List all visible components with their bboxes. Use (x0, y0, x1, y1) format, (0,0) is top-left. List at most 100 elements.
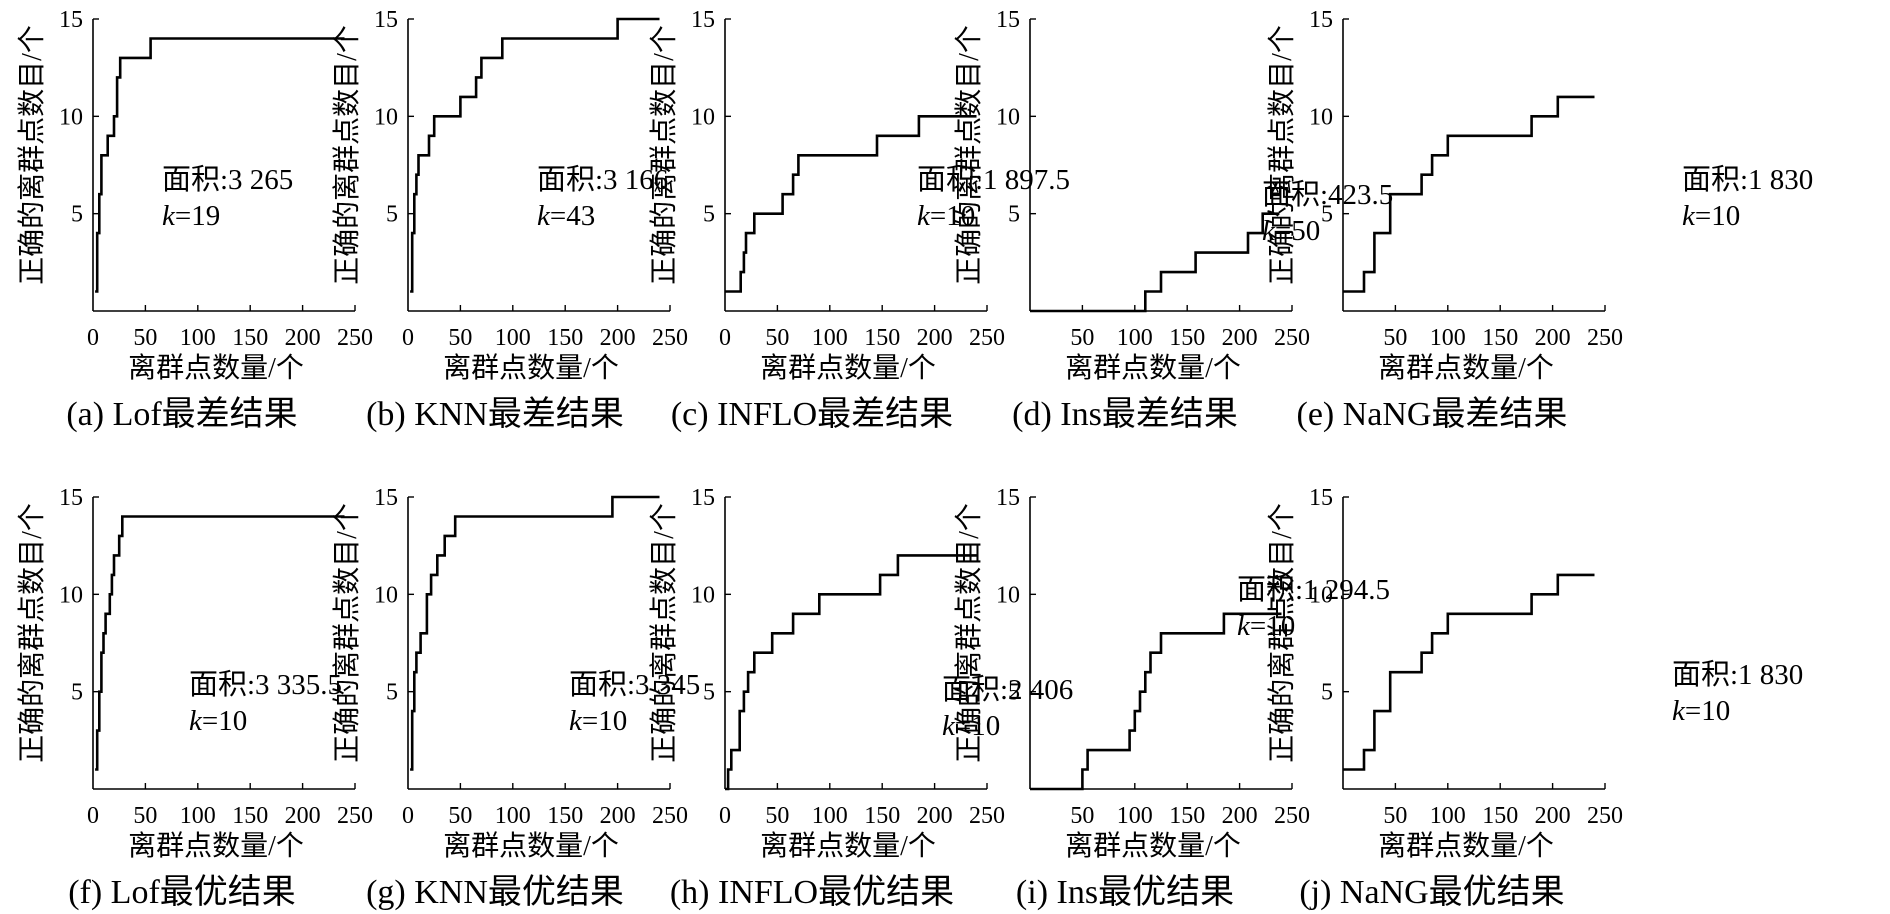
y-tick-label: 15 (1309, 7, 1333, 33)
k-variable: k (1237, 610, 1251, 642)
x-tick-label: 0 (719, 803, 731, 829)
x-axis-label: 离群点数量/个 (760, 830, 936, 862)
k-value: =10 (582, 705, 627, 737)
y-tick-label: 10 (691, 582, 715, 608)
x-tick-label: 0 (402, 803, 414, 829)
x-tick-label: 150 (547, 325, 583, 351)
x-tick-label: 200 (1535, 325, 1571, 351)
y-tick-label: 10 (691, 104, 715, 130)
series-line (95, 37, 345, 293)
k-value: =43 (550, 200, 595, 232)
x-tick-label: 250 (337, 803, 373, 829)
k-annotation: k=10 (569, 705, 627, 737)
area-annotation: 面积:3 335.5 (189, 669, 342, 701)
y-tick-label: 5 (71, 202, 83, 228)
x-tick-label: 200 (600, 325, 636, 351)
k-annotation: k=43 (537, 200, 595, 232)
x-tick-label: 150 (1482, 325, 1518, 351)
k-variable: k (1682, 200, 1696, 232)
x-tick-label: 150 (864, 325, 900, 351)
x-tick-label: 50 (1070, 803, 1094, 829)
k-annotation: k=10 (917, 200, 975, 232)
x-tick-label: 150 (232, 325, 268, 351)
x-tick-label: 200 (285, 325, 321, 351)
x-tick-label: 0 (719, 325, 731, 351)
panel-c: 0 50 100 150 200 250 5 10 15 离群点数量/个 正确的离群点数目/个 面积:… (648, 7, 1070, 433)
x-tick-label: 100 (812, 803, 848, 829)
x-tick-label: 50 (1070, 325, 1094, 351)
k-annotation: k=10 (1682, 200, 1740, 232)
k-value: =10 (1695, 200, 1740, 232)
area-annotation: 面积:423.5 (1262, 179, 1393, 211)
k-annotation: k=10 (1672, 695, 1730, 727)
area-annotation: 面积:1 830 (1682, 164, 1813, 196)
x-tick-label: 150 (1482, 803, 1518, 829)
x-tick-label: 50 (448, 325, 472, 351)
y-tick-label: 10 (996, 582, 1020, 608)
x-axis-label: 离群点数量/个 (443, 830, 619, 862)
x-tick-label: 100 (180, 325, 216, 351)
y-axis-label: 正确的离群点数目/个 (1266, 503, 1298, 763)
y-tick-label: 10 (59, 104, 83, 130)
k-annotation: k=19 (162, 200, 220, 232)
k-value: =10 (202, 705, 247, 737)
series-line (1030, 212, 1280, 313)
y-tick-label: 10 (374, 582, 398, 608)
y-tick-label: 5 (1321, 680, 1333, 706)
panel-e: 50 100 150 200 250 5 10 15 离群点数量/个 正确的离群点数目/个 面积:1… (1266, 7, 1813, 433)
x-tick-label: 250 (1587, 803, 1623, 829)
x-axis-label: 离群点数量/个 (1378, 830, 1554, 862)
k-value: =10 (1250, 610, 1295, 642)
y-tick-label: 5 (71, 680, 83, 706)
y-tick-label: 15 (1309, 485, 1333, 511)
x-tick-label: 0 (402, 325, 414, 351)
y-axis-label: 正确的离群点数目/个 (953, 503, 985, 763)
y-tick-label: 5 (386, 202, 398, 228)
panel-caption: (c) INFLO最差结果 (671, 395, 953, 433)
k-variable: k (942, 710, 956, 742)
k-annotation: k=10 (942, 710, 1000, 742)
y-tick-label: 15 (691, 7, 715, 33)
k-variable: k (537, 200, 551, 232)
k-annotation: k=10 (189, 705, 247, 737)
y-tick-label: 10 (996, 104, 1020, 130)
x-axis-label: 离群点数量/个 (128, 830, 304, 862)
x-tick-label: 50 (133, 325, 157, 351)
x-tick-label: 150 (1169, 325, 1205, 351)
panel-caption: (f) Lof最优结果 (68, 873, 296, 911)
x-tick-label: 100 (495, 325, 531, 351)
y-axis-label: 正确的离群点数目/个 (331, 25, 363, 285)
x-tick-label: 250 (652, 803, 688, 829)
x-tick-label: 250 (652, 325, 688, 351)
panel-a: 0 50 100 150 200 250 5 10 15 离群点数量/个 正确的离群点数目/个 面积:… (16, 7, 373, 433)
y-tick-label: 5 (703, 202, 715, 228)
panel-f: 0 50 100 150 200 250 5 10 15 离群点数量/个 正确的离群点数目/个 面积:… (16, 485, 373, 911)
x-tick-label: 50 (448, 803, 472, 829)
x-tick-label: 100 (1117, 325, 1153, 351)
y-tick-label: 10 (374, 104, 398, 130)
x-axis-label: 离群点数量/个 (1065, 352, 1241, 384)
y-tick-label: 10 (1309, 582, 1333, 608)
y-tick-label: 10 (59, 582, 83, 608)
panel-caption: (a) Lof最差结果 (66, 395, 297, 433)
area-annotation: 面积:1 830 (1672, 659, 1803, 691)
x-tick-label: 100 (495, 803, 531, 829)
panel-d: 50 100 150 200 250 5 10 15 离群点数量/个 正确的离群点数目/个 面积:4… (953, 7, 1393, 433)
x-tick-label: 50 (133, 803, 157, 829)
x-tick-label: 0 (87, 325, 99, 351)
k-variable: k (569, 705, 583, 737)
x-tick-label: 100 (812, 325, 848, 351)
area-annotation: 面积:1 897.5 (917, 164, 1070, 196)
y-axis-label: 正确的离群点数目/个 (1266, 25, 1298, 285)
x-tick-label: 200 (917, 325, 953, 351)
series-line (410, 495, 660, 771)
x-tick-label: 200 (1222, 803, 1258, 829)
y-tick-label: 5 (703, 680, 715, 706)
k-variable: k (1262, 215, 1276, 247)
x-axis-label: 离群点数量/个 (1378, 352, 1554, 384)
y-tick-label: 15 (691, 485, 715, 511)
y-tick-label: 15 (59, 485, 83, 511)
x-tick-label: 200 (1222, 325, 1258, 351)
y-tick-label: 15 (374, 485, 398, 511)
